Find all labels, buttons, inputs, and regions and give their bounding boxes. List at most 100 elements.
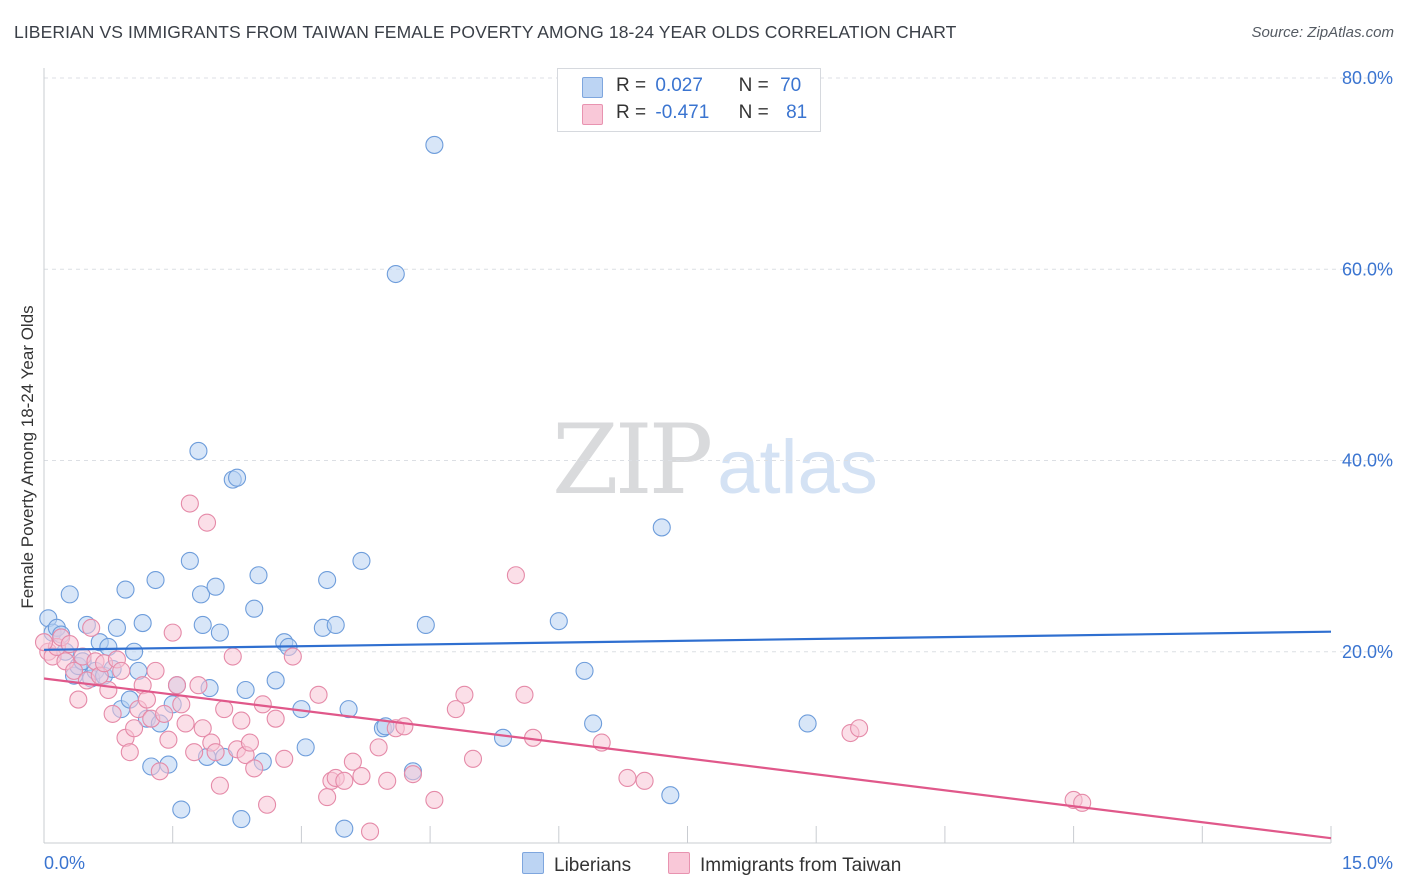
- liberian-point: [232, 810, 251, 829]
- x-tick-label: 0.0%: [44, 853, 85, 873]
- liberian-point: [335, 819, 354, 838]
- liberian-point: [133, 614, 152, 633]
- taiwan-point: [120, 743, 139, 762]
- liberian-point: [425, 135, 444, 154]
- legend-r-value-taiwan: -0.471: [655, 102, 710, 123]
- stats-legend: R = 0.027 N = 70 R = -0.471 N = 81: [557, 68, 821, 132]
- taiwan-point: [369, 738, 388, 757]
- taiwan-point: [850, 719, 869, 738]
- taiwan-point: [352, 767, 371, 786]
- taiwan-point: [215, 700, 234, 719]
- liberian-point: [125, 642, 144, 661]
- taiwan-point: [506, 566, 525, 585]
- legend-label-taiwan: Immigrants from Taiwan: [700, 855, 902, 876]
- legend-swatch-taiwan: [668, 852, 690, 874]
- taiwan-point: [210, 776, 229, 795]
- taiwan-point: [309, 685, 328, 704]
- taiwan-point: [185, 743, 204, 762]
- taiwan-point: [403, 765, 422, 784]
- liberian-point: [296, 738, 315, 757]
- liberian-point: [339, 700, 358, 719]
- taiwan-point: [155, 704, 174, 723]
- liberian-point: [798, 714, 817, 733]
- liberian-point: [180, 551, 199, 570]
- taiwan-point: [283, 647, 302, 666]
- liberian-trend-line: [43, 630, 1332, 651]
- taiwan-point: [137, 690, 157, 709]
- liberian-point: [386, 264, 405, 284]
- liberian-point: [60, 585, 79, 604]
- taiwan-point: [232, 711, 251, 730]
- source-credit: Source: ZipAtlas.com: [1251, 24, 1394, 41]
- taiwan-point: [335, 771, 354, 790]
- liberian-point: [352, 551, 371, 570]
- taiwan-point: [163, 623, 182, 642]
- y-axis-label: Female Poverty Among 18-24 Year Olds: [18, 305, 37, 609]
- taiwan-point: [618, 768, 637, 788]
- taiwan-point: [275, 749, 294, 768]
- taiwan-point: [167, 676, 187, 695]
- taiwan-point: [258, 795, 277, 814]
- taiwan-point: [635, 771, 654, 790]
- liberian-point: [318, 570, 337, 590]
- liberian-point: [191, 585, 211, 604]
- taiwan-point: [223, 647, 242, 666]
- taiwan-point: [446, 700, 465, 719]
- legend-r-label: R =: [616, 102, 647, 123]
- taiwan-point: [125, 719, 144, 738]
- liberian-point: [245, 599, 264, 618]
- y-tick-label: 60.0%: [1342, 259, 1393, 279]
- liberian-point: [146, 570, 165, 590]
- legend-label-liberians: Liberians: [554, 855, 632, 876]
- taiwan-point: [64, 661, 84, 680]
- liberian-point: [172, 800, 191, 819]
- legend-n-label: N =: [738, 75, 769, 96]
- taiwan-point: [463, 749, 483, 768]
- liberian-point: [575, 661, 594, 680]
- legend-swatch-liberians: [582, 77, 603, 98]
- taiwan-point: [69, 690, 88, 709]
- taiwan-point: [245, 759, 264, 778]
- taiwan-point: [425, 790, 444, 810]
- taiwan-point: [197, 513, 217, 532]
- taiwan-point: [360, 822, 380, 841]
- liberian-point: [116, 580, 135, 599]
- liberian-point: [266, 671, 285, 690]
- taiwan-point: [103, 704, 122, 723]
- taiwan-point: [206, 743, 225, 762]
- x-tick-label: 15.0%: [1342, 853, 1393, 873]
- liberian-point: [416, 615, 435, 635]
- liberian-point: [493, 728, 513, 747]
- liberian-point: [249, 566, 268, 585]
- legend-swatch-liberians: [522, 852, 544, 874]
- taiwan-point: [34, 633, 54, 652]
- liberian-point: [236, 680, 255, 700]
- liberian-point: [189, 441, 208, 460]
- legend-item-taiwan: Immigrants from Taiwan: [668, 852, 901, 877]
- taiwan-point: [99, 680, 118, 700]
- taiwan-point: [395, 717, 414, 736]
- taiwan-point: [180, 494, 199, 513]
- y-tick-label: 40.0%: [1342, 451, 1393, 471]
- taiwan-point: [159, 730, 178, 749]
- taiwan-point: [455, 685, 474, 704]
- y-tick-label: 80.0%: [1342, 68, 1393, 88]
- taiwan-point: [150, 762, 169, 781]
- legend-n-value-liberians: 70: [780, 75, 802, 96]
- y-tick-label: 20.0%: [1342, 642, 1393, 662]
- taiwan-point: [172, 695, 191, 714]
- taiwan-point: [112, 661, 131, 680]
- legend-r-label: R =: [616, 75, 647, 96]
- taiwan-point: [146, 661, 165, 680]
- liberian-point: [661, 786, 680, 805]
- liberian-point: [107, 618, 126, 637]
- legend-swatch-taiwan: [582, 104, 603, 125]
- taiwan-point: [378, 771, 397, 790]
- liberian-point: [584, 714, 603, 733]
- liberian-point: [326, 615, 345, 635]
- legend-item-liberians: Liberians: [522, 852, 631, 877]
- taiwan-point: [318, 788, 337, 807]
- taiwan-point: [176, 714, 195, 733]
- taiwan-point: [515, 685, 534, 704]
